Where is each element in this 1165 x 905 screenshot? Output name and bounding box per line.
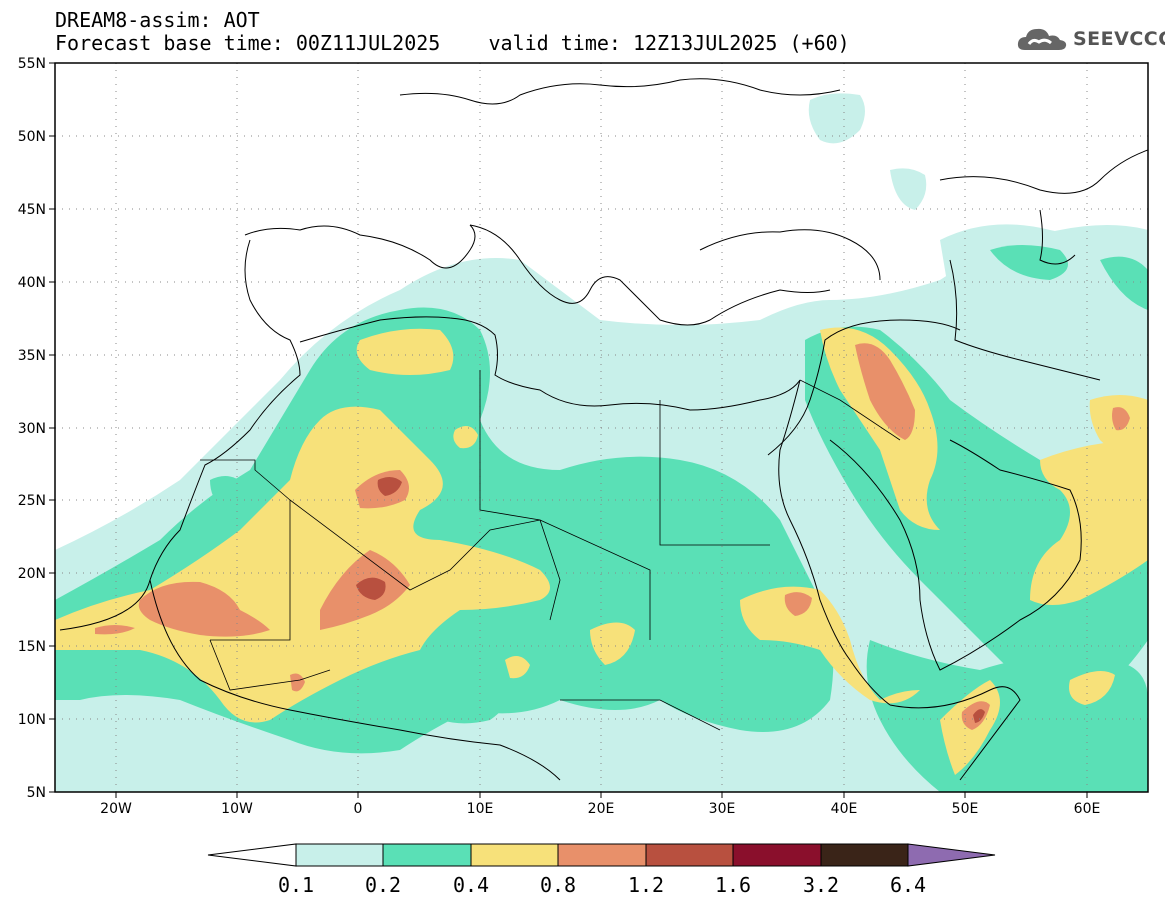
axis-ticks [49, 62, 1088, 798]
lat-label: 35N [18, 348, 46, 364]
colorbar-segment [645, 843, 734, 867]
colorbar-label: 6.4 [890, 873, 926, 897]
longitude-labels: 20W 10W 0 10E 20E 30E 40E 50E 60E [100, 801, 1100, 817]
lat-label: 30N [18, 421, 46, 437]
lon-label: 60E [1074, 801, 1101, 817]
logo-text: SEEVCCC [1073, 28, 1165, 50]
lon-label: 10W [221, 801, 253, 817]
colorbar-segment [732, 843, 822, 867]
lat-label: 55N [18, 56, 46, 72]
lon-label: 40E [831, 801, 858, 817]
lon-label: 0 [354, 801, 363, 817]
lon-label: 50E [952, 801, 979, 817]
lat-label: 25N [18, 493, 46, 509]
colorbar-label: 3.2 [803, 873, 839, 897]
colorbar-segment [295, 843, 384, 867]
title-model: DREAM8-assim: AOT [55, 8, 260, 32]
lon-label: 20E [588, 801, 615, 817]
seevccc-logo: SEEVCCC [1015, 22, 1165, 56]
colorbar-segment [470, 843, 559, 867]
lat-label: 45N [18, 202, 46, 218]
lon-label: 30E [709, 801, 736, 817]
lat-label: 5N [27, 785, 46, 801]
colorbar-label: 0.2 [365, 873, 401, 897]
cloud-icon [1017, 28, 1067, 50]
lat-label: 10N [18, 712, 46, 728]
colorbar-label: 0.1 [278, 873, 314, 897]
colorbar-segment [207, 843, 297, 867]
colorbar-segment [820, 843, 909, 867]
colorbar-label: 1.2 [628, 873, 664, 897]
aot-band-1.2 [356, 476, 985, 723]
aot-band-0.4 [55, 327, 1148, 775]
colorbar-label: 0.8 [540, 873, 576, 897]
latitude-labels: 55N 50N 45N 40N 35N 30N 25N 20N 15N 10N … [18, 56, 46, 801]
country-borders [200, 370, 901, 731]
title-times: Forecast base time: 00Z11JUL2025 valid t… [55, 32, 850, 54]
valid-time: valid time: 12Z13JUL2025 (+60) [488, 31, 850, 55]
lat-label: 40N [18, 275, 46, 291]
lat-label: 15N [18, 639, 46, 655]
colorbar: 0.1 0.2 0.4 0.8 1.2 1.6 3.2 6.4 [207, 843, 996, 897]
colorbar-segment [557, 843, 647, 867]
colorbar-label: 1.6 [715, 873, 751, 897]
coastlines [59, 78, 1148, 781]
aot-field [55, 63, 1148, 792]
lon-label: 20W [100, 801, 132, 817]
colorbar-segment [382, 843, 472, 867]
colorbar-segment [907, 843, 996, 867]
lat-label: 20N [18, 566, 46, 582]
lat-label: 50N [18, 129, 46, 145]
grid-lines [55, 63, 1148, 792]
lon-label: 10E [467, 801, 494, 817]
colorbar-label: 0.4 [453, 873, 489, 897]
base-time: Forecast base time: 00Z11JUL2025 [55, 31, 441, 55]
